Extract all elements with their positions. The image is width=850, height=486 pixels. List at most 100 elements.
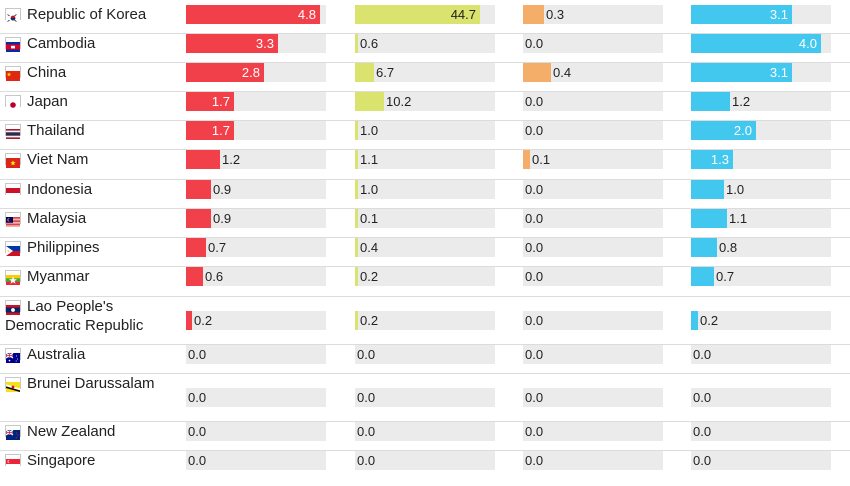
bar-track: 0.3 [523, 5, 663, 24]
bar-series-2 [355, 121, 358, 140]
data-label: 0.9 [213, 182, 232, 197]
table-row: China 2.8 6.7 0.4 3.1 [0, 63, 850, 92]
data-label: 0.0 [357, 424, 376, 439]
row-divider [0, 421, 850, 422]
bar-series-4 [691, 209, 727, 228]
bar-series-4 [691, 238, 717, 257]
bar-series-4 [691, 180, 724, 199]
data-label: 1.0 [360, 182, 379, 197]
data-label: 3.1 [769, 7, 788, 22]
data-label: 0.8 [719, 240, 738, 255]
singapore-flag-icon [5, 454, 21, 469]
row-divider [0, 237, 850, 238]
bar-series-3 [523, 63, 551, 82]
table-row: Republic of Korea 4.8 44.7 0.3 3.1 [0, 5, 850, 34]
bar-track: 0.0 [523, 34, 663, 53]
country-name: New Zealand [27, 423, 116, 440]
country-name: Malaysia [27, 210, 87, 227]
data-label: 0.0 [693, 390, 712, 405]
bar-track: 0.0 [523, 311, 663, 330]
bar-series-4 [691, 5, 792, 24]
data-label: 1.0 [726, 182, 745, 197]
bar-track: 0.7 [691, 267, 831, 286]
table-row: Australia 0.0 0.0 0.0 0.0 [0, 345, 850, 374]
bar-series-1 [186, 92, 234, 111]
data-label: 1.2 [222, 152, 241, 167]
bar-track: 3.1 [691, 5, 831, 24]
bar-track: 0.0 [523, 209, 663, 228]
table-row: Singapore 0.0 0.0 0.0 0.0 [0, 451, 850, 480]
data-label: 1.7 [211, 123, 230, 138]
bar-track: 2.8 [186, 63, 326, 82]
bar-series-1 [186, 121, 234, 140]
myanmar-flag-icon [5, 270, 21, 285]
bar-track: 0.0 [523, 180, 663, 199]
bar-series-2 [355, 5, 480, 24]
korea-flag-icon [5, 8, 21, 23]
data-label: 0.0 [525, 36, 544, 51]
data-label: 4.8 [297, 7, 316, 22]
bar-track: 0.4 [355, 238, 495, 257]
bar-series-1 [186, 209, 211, 228]
data-label: 0.7 [716, 269, 735, 284]
country-name: Viet Nam [27, 151, 89, 168]
bar-track: 0.6 [186, 267, 326, 286]
table-row: Indonesia 0.9 1.0 0.0 1.0 [0, 180, 850, 209]
cambodia-flag-icon [5, 37, 21, 52]
bar-track: 0.7 [186, 238, 326, 257]
data-label: 0.0 [188, 390, 207, 405]
data-label: 0.1 [532, 152, 551, 167]
data-label: 0.2 [700, 313, 719, 328]
bar-series-2 [355, 34, 358, 53]
data-label: 2.0 [733, 123, 752, 138]
bar-series-2 [355, 267, 358, 286]
indonesia-flag-icon [5, 183, 21, 198]
bar-track: 0.0 [186, 451, 326, 470]
bar-track: 0.2 [355, 267, 495, 286]
bar-series-4 [691, 150, 733, 169]
bar-track: 1.2 [691, 92, 831, 111]
row-divider [0, 296, 850, 297]
data-label: 0.7 [208, 240, 227, 255]
bar-track: 0.2 [355, 311, 495, 330]
bar-track: 1.2 [186, 150, 326, 169]
country-name: Singapore [27, 452, 96, 469]
bar-track: 0.0 [523, 345, 663, 364]
bar-series-2 [355, 63, 374, 82]
bar-track: 1.0 [691, 180, 831, 199]
bar-series-1 [186, 63, 264, 82]
data-label: 1.2 [732, 94, 751, 109]
bar-track: 0.0 [523, 238, 663, 257]
bar-series-1 [186, 180, 211, 199]
data-label: 0.4 [360, 240, 379, 255]
data-label: 1.7 [211, 94, 230, 109]
country-name: Myanmar [27, 268, 90, 285]
bar-series-2 [355, 311, 358, 330]
country-name: China [27, 64, 67, 81]
bar-track: 0.9 [186, 209, 326, 228]
table-row: Viet Nam 1.2 1.1 0.1 1.3 [0, 150, 850, 180]
row-divider [0, 62, 850, 63]
bar-track: 10.2 [355, 92, 495, 111]
bar-track: 0.0 [523, 121, 663, 140]
bar-series-1 [186, 311, 192, 330]
bar-track: 0.0 [523, 422, 663, 441]
bar-series-1 [186, 150, 220, 169]
row-divider [0, 91, 850, 92]
data-label: 44.7 [450, 7, 476, 22]
japan-flag-icon [5, 95, 21, 110]
viet-nam-flag-icon [5, 153, 21, 168]
bar-track: 0.8 [691, 238, 831, 257]
data-label: 3.3 [255, 36, 274, 51]
data-label: 0.0 [693, 347, 712, 362]
bar-track: 0.2 [186, 311, 326, 330]
bar-track: 0.0 [355, 345, 495, 364]
bar-track: 0.0 [355, 451, 495, 470]
country-name: Japan [27, 93, 68, 110]
data-label: 0.6 [205, 269, 224, 284]
bar-series-4 [691, 311, 698, 330]
data-label: 0.0 [357, 347, 376, 362]
malaysia-flag-icon [5, 212, 21, 227]
row-divider [0, 208, 850, 209]
data-label: 0.0 [188, 347, 207, 362]
